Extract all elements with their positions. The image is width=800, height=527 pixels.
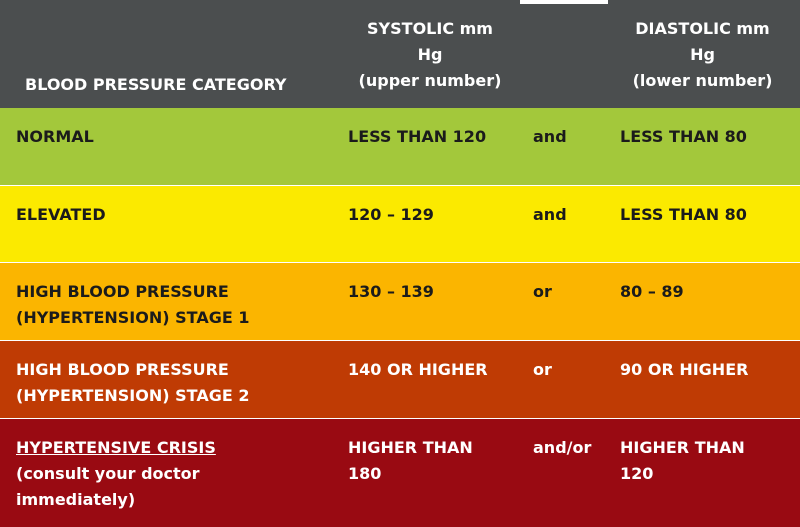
row-stage-1: HIGH BLOOD PRESSURE (HYPERTENSION) STAGE… [0, 263, 800, 340]
header-diastolic: DIASTOLIC mm Hg (lower number) [610, 16, 795, 94]
join: and [533, 127, 567, 146]
header-line: Hg [417, 45, 443, 64]
category: HIGH BLOOD PRESSURE (HYPERTENSION) STAGE… [16, 282, 250, 327]
systolic: 130 – 139 [348, 282, 434, 301]
row-stage-2: HIGH BLOOD PRESSURE (HYPERTENSION) STAGE… [0, 341, 800, 418]
diastolic: 90 OR HIGHER [620, 360, 749, 379]
header-line: (lower number) [632, 71, 773, 90]
category-cell: HYPERTENSIVE CRISIS (consult your doctor… [16, 435, 316, 513]
row-elevated: ELEVATED 120 – 129 and LESS THAN 80 [0, 186, 800, 262]
category: HIGH BLOOD PRESSURE (HYPERTENSION) STAGE… [16, 360, 250, 405]
header-category: BLOOD PRESSURE CATEGORY [25, 75, 287, 94]
header-systolic: SYSTOLIC mm Hg (upper number) [340, 16, 520, 94]
row-normal: NORMAL LESS THAN 120 and LESS THAN 80 [0, 108, 800, 185]
join: or [533, 360, 552, 379]
header-line: Hg [690, 45, 715, 64]
join: and/or [533, 438, 592, 457]
row-crisis: HYPERTENSIVE CRISIS (consult your doctor… [0, 419, 800, 527]
header-row: BLOOD PRESSURE CATEGORY SYSTOLIC mm Hg (… [0, 0, 800, 108]
join: and [533, 205, 567, 224]
diastolic: 80 – 89 [620, 282, 684, 301]
diastolic: LESS THAN 80 [620, 127, 747, 146]
systolic: LESS THAN 120 [348, 127, 487, 146]
category[interactable]: HYPERTENSIVE CRISIS [16, 438, 216, 457]
category-note: (consult your doctor immediately) [16, 464, 200, 509]
category: NORMAL [16, 127, 94, 146]
diastolic: HIGHER THAN 120 [620, 438, 745, 483]
header-gap [520, 0, 608, 4]
category: ELEVATED [16, 205, 106, 224]
systolic: HIGHER THAN 180 [348, 438, 473, 483]
join: or [533, 282, 552, 301]
header-line: (upper number) [358, 71, 502, 90]
systolic: 140 OR HIGHER [348, 360, 488, 379]
diastolic: LESS THAN 80 [620, 205, 747, 224]
header-line: SYSTOLIC mm [367, 19, 493, 38]
header-line: DIASTOLIC mm [635, 19, 770, 38]
systolic: 120 – 129 [348, 205, 434, 224]
